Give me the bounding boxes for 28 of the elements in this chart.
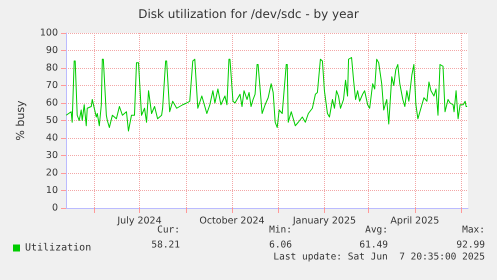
text: Avg: [365,224,388,236]
x-tick-label: July 2024 [116,216,162,226]
text: 61.49 [359,240,388,250]
x-tick-label: October 2024 [199,216,265,226]
line-series [66,57,468,132]
y-tick-label: 40 [46,132,58,144]
text: Max: [462,224,486,236]
text: 58.21 [151,240,180,250]
x-tick-label: April 2025 [390,216,440,226]
y-tick-label: 70 [46,80,58,91]
text: Cur: [157,224,180,236]
y-tick-label: 30 [46,150,58,161]
y-tick-label: 20 [46,168,58,178]
x-tick-label: January 2025 [292,216,356,226]
text: Min: [269,224,292,236]
legend-label: Utilization [25,242,92,254]
y-axis-title: % busy [14,100,27,141]
y-tick-label: 0 [52,202,58,214]
y-tick-label: 60 [46,98,58,108]
y-tick-label: 90 [46,45,58,56]
y-tick-label: 10 [46,185,58,196]
chart-title: Disk utilization for /dev/sdc - by year [138,7,359,21]
text: Last update: Sat Jun 7 20:35:00 2025 [273,252,486,262]
text: 6.06 [269,240,292,250]
y-tick-label: 100 [40,28,58,38]
y-tick-label: 50 [46,115,58,126]
text: 92.99 [456,240,486,250]
y-tick-label: 80 [46,62,58,74]
